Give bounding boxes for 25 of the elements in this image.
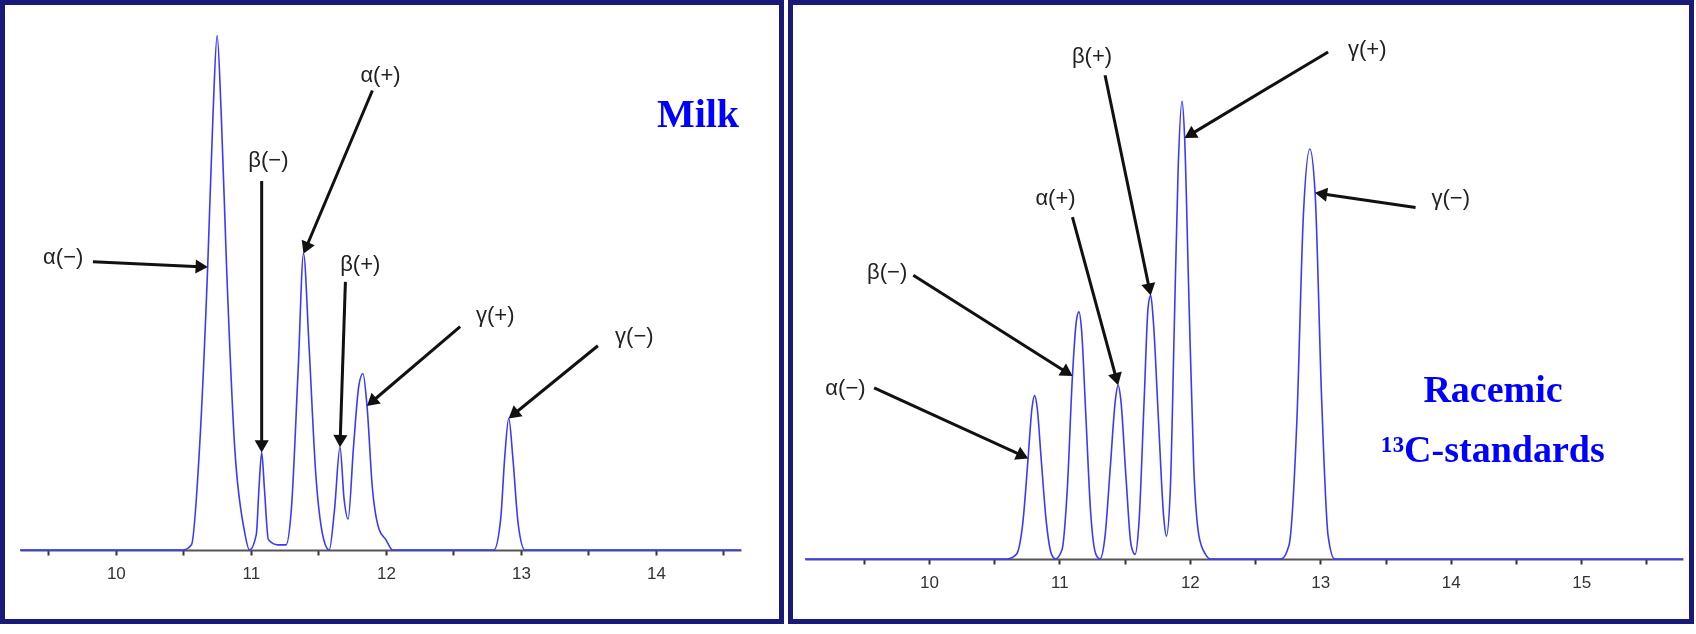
x-tick-label: 10 [106,563,126,583]
x-tick-label: 11 [242,563,261,583]
annotation: α(−) [825,374,866,400]
annotation: α(+) [1035,184,1076,210]
annotation: β(+) [340,250,381,276]
text: Racemic ¹³C-standards [1381,368,1605,470]
x-tick-label: 10 [919,572,939,592]
annotation: γ(+) [1348,36,1387,62]
text: Milk [656,91,740,136]
x-tick-label: 12 [376,563,396,583]
x-tick-label: 14 [1441,572,1461,592]
x-tick-label: 13 [511,563,531,583]
annotation: γ(+) [476,301,515,327]
x-tick-label: 14 [646,563,666,583]
annotation: β(−) [248,147,289,173]
annotation: β(−) [867,259,908,285]
annotation: α(+) [360,61,401,87]
x-tick-label: 12 [1180,572,1200,592]
x-tick-label: 11 [1051,572,1069,592]
x-tick-label: 13 [1311,572,1331,592]
annotation: γ(−) [1431,184,1471,210]
annotation: γ(−) [615,323,654,349]
annotation: α(−) [43,243,84,269]
x-tick-label: 15 [1572,572,1592,592]
annotation: β(+) [1071,42,1113,68]
